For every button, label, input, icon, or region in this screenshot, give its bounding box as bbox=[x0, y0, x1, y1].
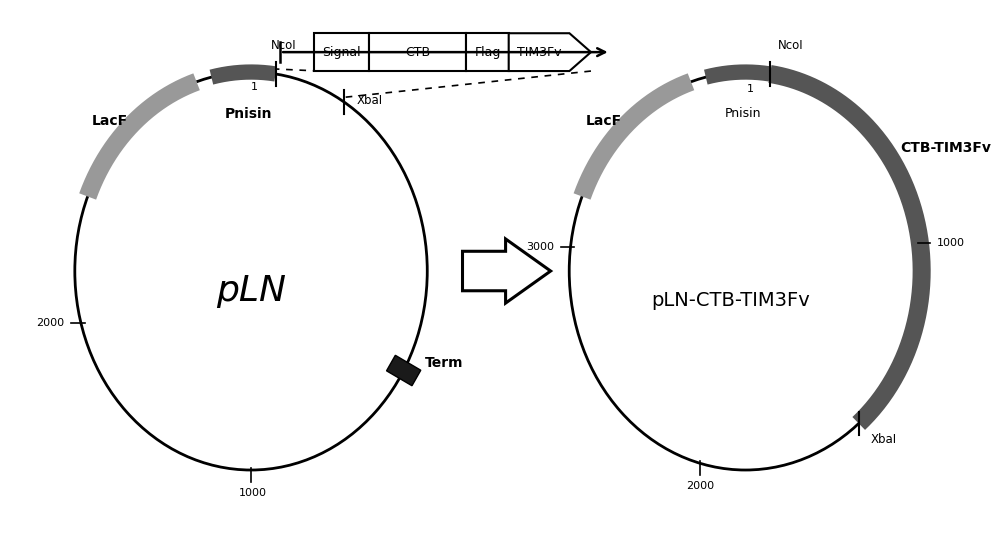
Text: NcoI: NcoI bbox=[778, 39, 803, 52]
Text: 1000: 1000 bbox=[239, 488, 267, 498]
Polygon shape bbox=[463, 239, 551, 303]
Text: CTB: CTB bbox=[405, 46, 430, 58]
Text: 1000: 1000 bbox=[937, 239, 965, 249]
Text: pLN-CTB-TIM3Fv: pLN-CTB-TIM3Fv bbox=[651, 291, 810, 310]
Text: LacF: LacF bbox=[586, 114, 622, 127]
Text: 2000: 2000 bbox=[686, 481, 714, 491]
Text: Pnisin: Pnisin bbox=[725, 107, 761, 120]
Text: 2000: 2000 bbox=[36, 317, 64, 327]
FancyBboxPatch shape bbox=[466, 33, 509, 71]
FancyBboxPatch shape bbox=[369, 33, 466, 71]
Text: LacF: LacF bbox=[92, 114, 128, 127]
Polygon shape bbox=[509, 33, 591, 71]
Text: Flag: Flag bbox=[474, 46, 501, 58]
Text: TIM3Fv: TIM3Fv bbox=[517, 46, 561, 58]
Bar bbox=[387, 355, 421, 386]
Text: CTB-TIM3Fv: CTB-TIM3Fv bbox=[901, 141, 991, 155]
Text: Signal: Signal bbox=[322, 46, 361, 58]
Text: NcoI: NcoI bbox=[271, 39, 296, 52]
FancyBboxPatch shape bbox=[314, 33, 369, 71]
Text: pLN: pLN bbox=[216, 274, 286, 308]
Text: Term: Term bbox=[425, 355, 464, 370]
Text: XbaI: XbaI bbox=[870, 434, 897, 446]
Text: XbaI: XbaI bbox=[356, 94, 382, 107]
Text: 3000: 3000 bbox=[526, 242, 554, 252]
Text: Pnisin: Pnisin bbox=[225, 107, 272, 121]
Text: 1: 1 bbox=[251, 82, 258, 92]
Text: 1: 1 bbox=[747, 84, 754, 94]
